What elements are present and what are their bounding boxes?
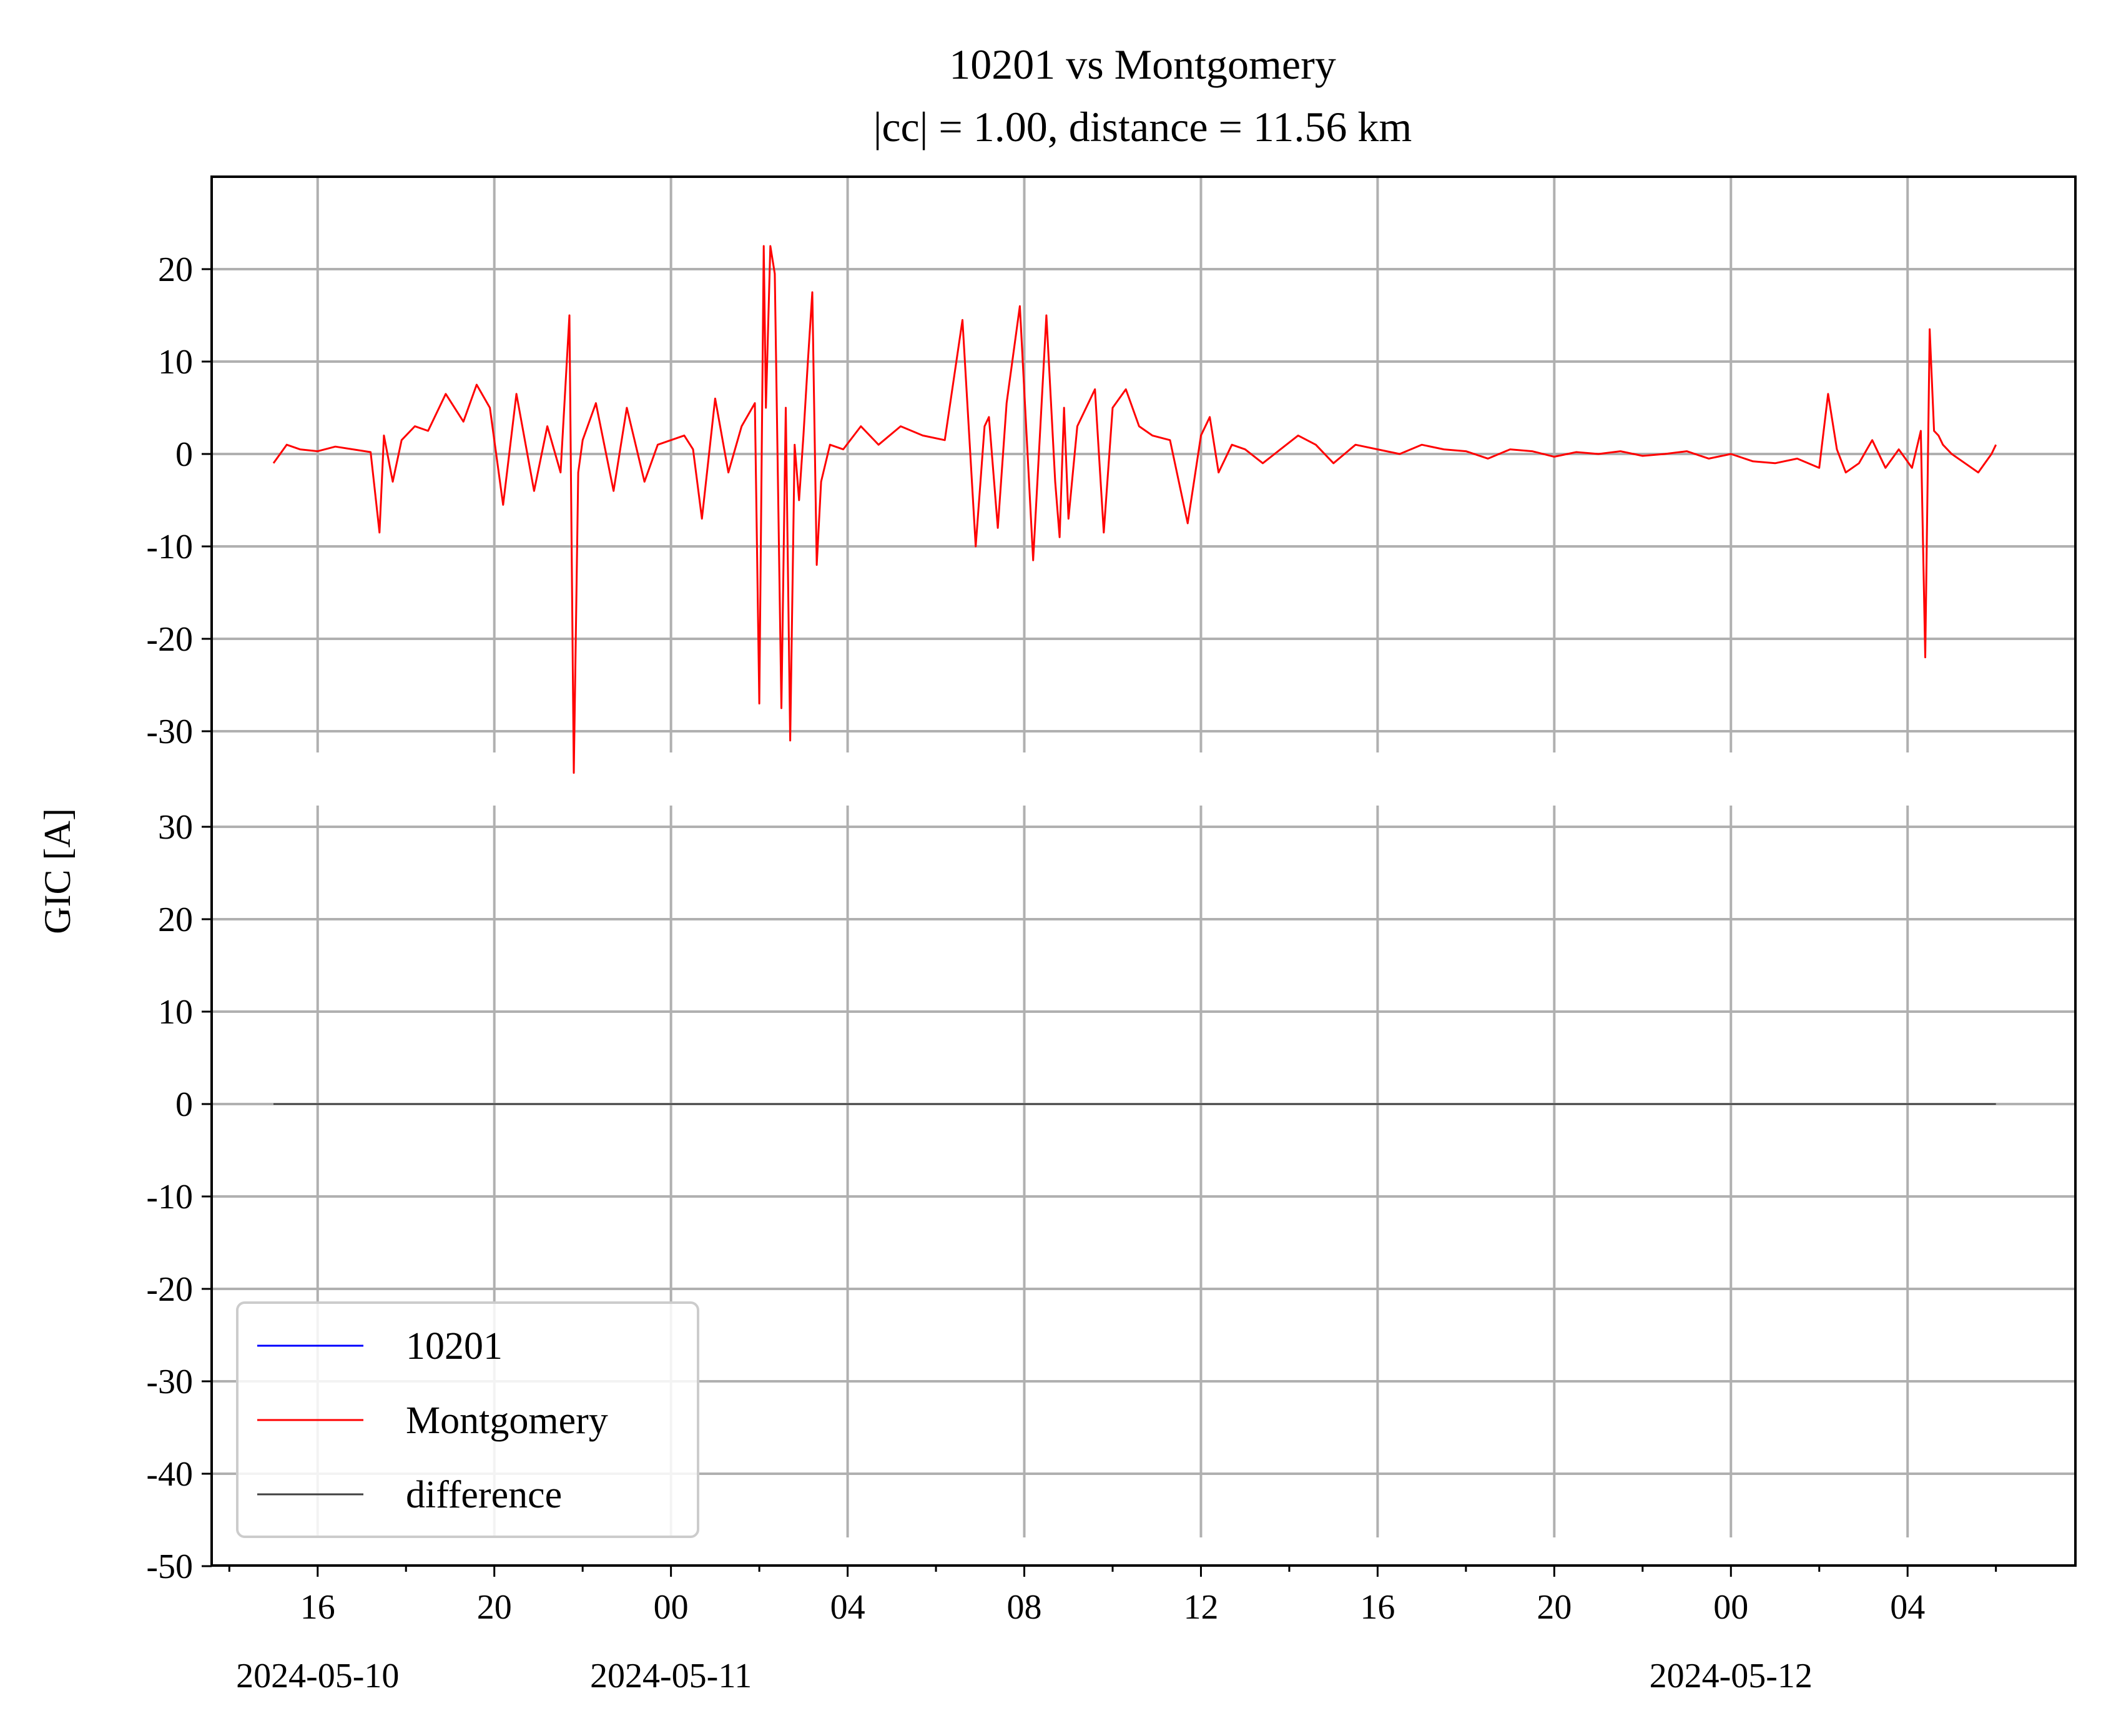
y-ticks-top: 20 10 0 -10 -20 -30 bbox=[146, 250, 212, 751]
x-ticks: 16 20 00 04 08 12 16 20 00 04 2024-05-10 2024-05-11… bbox=[228, 1566, 1997, 1695]
x-date-label: 2024-05-11 bbox=[590, 1657, 752, 1695]
y-tick-label: -50 bbox=[146, 1547, 193, 1586]
x-date-label: 2024-05-10 bbox=[236, 1657, 399, 1695]
y-tick-label: -10 bbox=[146, 528, 193, 566]
y-tick-label: 30 bbox=[158, 808, 193, 847]
x-tick-label: 00 bbox=[1713, 1588, 1748, 1627]
y-tick-label: -20 bbox=[146, 620, 193, 659]
y-tick-label: -20 bbox=[146, 1270, 193, 1309]
y-tick-label: -30 bbox=[146, 713, 193, 751]
x-tick-label: 04 bbox=[1890, 1588, 1925, 1627]
x-tick-label: 20 bbox=[1537, 1588, 1572, 1627]
x-tick-label: 12 bbox=[1183, 1588, 1218, 1627]
legend-label: 10201 bbox=[406, 1325, 503, 1368]
y-tick-label: -10 bbox=[146, 1178, 193, 1216]
y-tick-label: 0 bbox=[175, 1085, 193, 1124]
y-tick-label: 0 bbox=[175, 435, 193, 474]
y-axis-label: GIC [A] bbox=[37, 808, 78, 934]
x-tick-label: 04 bbox=[830, 1588, 865, 1627]
y-tick-label: -30 bbox=[146, 1363, 193, 1401]
x-tick-label: 20 bbox=[477, 1588, 512, 1627]
chart-title: 10201 vs Montgomery bbox=[949, 41, 1336, 88]
y-tick-label: 20 bbox=[158, 250, 193, 289]
legend-label: Montgomery bbox=[406, 1399, 608, 1442]
y-ticks-bottom: 30 20 10 0 -10 -20 -30 -40 -50 bbox=[146, 808, 212, 1586]
x-tick-label: 16 bbox=[300, 1588, 335, 1627]
x-tick-label: 16 bbox=[1360, 1588, 1395, 1627]
y-tick-label: 10 bbox=[158, 993, 193, 1032]
x-date-label: 2024-05-12 bbox=[1650, 1657, 1813, 1695]
series-top bbox=[272, 245, 1997, 774]
grid-top bbox=[212, 177, 2075, 752]
x-tick-label: 00 bbox=[654, 1588, 689, 1627]
legend-box bbox=[236, 1301, 699, 1538]
legend-label: difference bbox=[406, 1474, 562, 1516]
x-tick-label: 08 bbox=[1007, 1588, 1042, 1627]
series-line-montgomery bbox=[272, 245, 1997, 774]
y-tick-label: 20 bbox=[158, 900, 193, 939]
y-tick-label: -40 bbox=[146, 1455, 193, 1494]
plot-frame bbox=[210, 175, 2077, 1567]
y-tick-label: 10 bbox=[158, 343, 193, 382]
legend: 10201 Montgomery difference bbox=[236, 1301, 699, 1538]
chart-subtitle: |cc| = 1.00, distance = 11.56 km bbox=[873, 103, 1412, 150]
